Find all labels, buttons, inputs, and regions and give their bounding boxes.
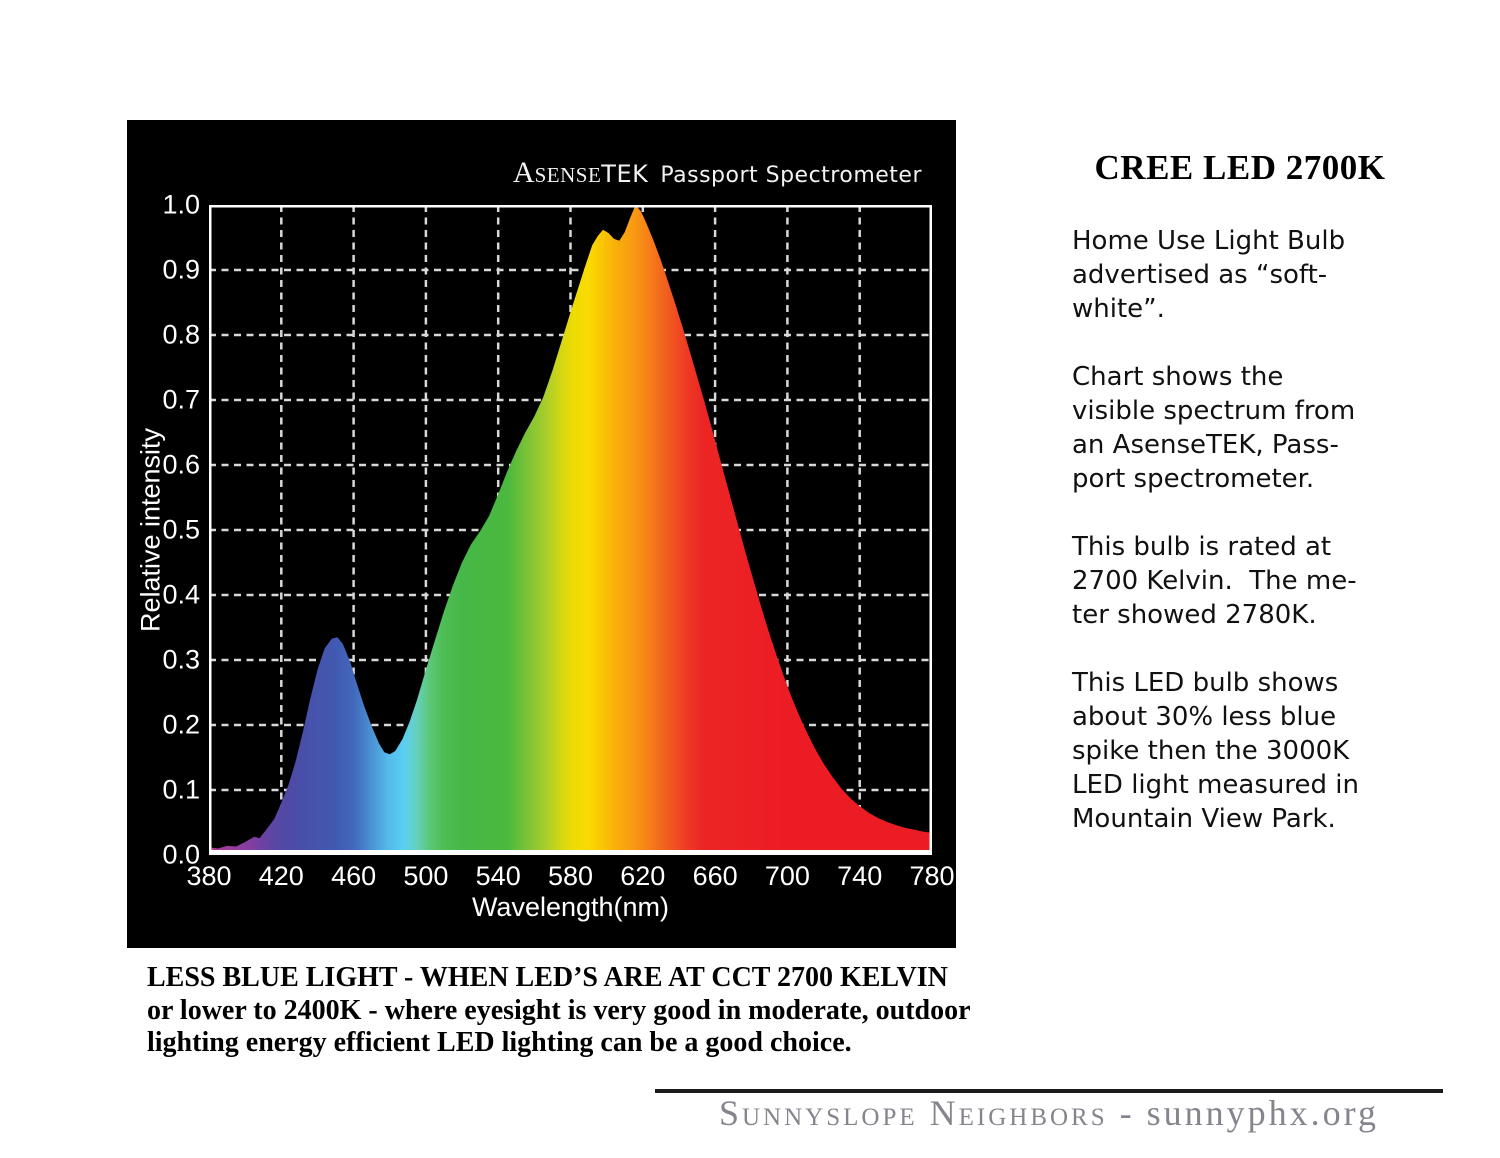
spectrum-area-chart <box>209 205 932 855</box>
chart-title: ASENSETEK Passport Spectrometer <box>513 156 922 190</box>
y-tick-1.0: 1.0 <box>162 189 200 220</box>
sidebar-paragraph-4: This LED bulb shows about 30% less blue … <box>1072 668 1359 834</box>
sidebar-paragraph-1: Home Use Light Bulb advertised as “soft-… <box>1072 226 1346 324</box>
y-tick-0.5: 0.5 <box>162 514 200 545</box>
brand-initial: A <box>512 156 535 189</box>
brand-smallcaps: SENSE <box>534 163 602 187</box>
y-axis-ticks: 1.0 0.9 0.8 0.7 0.6 0.5 0.4 0.3 0.2 0.1 0.0 <box>127 190 204 870</box>
y-tick-0.6: 0.6 <box>162 449 200 480</box>
footer-divider <box>655 1089 1443 1093</box>
x-tick-660: 660 <box>692 861 738 891</box>
spectrum-plot <box>209 205 932 855</box>
x-tick-740: 740 <box>837 861 883 891</box>
y-tick-0.9: 0.9 <box>162 254 200 285</box>
x-tick-580: 580 <box>547 861 594 891</box>
x-tick-500: 500 <box>403 861 449 891</box>
y-tick-0.1: 0.1 <box>162 774 200 805</box>
x-tick-780: 780 <box>909 861 955 891</box>
footer-site-url: sunnyphx.org <box>1146 1093 1379 1133</box>
spectrometer-chart-panel: ASENSETEK Passport Spectrometer Relative … <box>127 120 956 948</box>
sidebar-paragraph-3: This bulb is rated at 2700 Kelvin. The m… <box>1072 532 1357 630</box>
sidebar-heading: CREE LED 2700K <box>1094 148 1386 187</box>
footer-separator: - <box>1107 1093 1147 1133</box>
x-tick-380: 380 <box>186 861 232 891</box>
y-tick-0.0: 0.0 <box>162 839 200 870</box>
footer-org-name: Sunnyslope Neighbors <box>718 1093 1108 1133</box>
sidebar-paragraph-2: Chart shows the visible spectrum from an… <box>1072 362 1356 494</box>
y-tick-0.7: 0.7 <box>162 384 200 415</box>
x-axis-title: Wavelength(nm) <box>471 892 670 922</box>
x-tick-700: 700 <box>764 861 810 891</box>
y-tick-0.2: 0.2 <box>162 709 200 740</box>
brand-suffix: TEK <box>601 160 649 188</box>
description-column: CREE LED 2700K Home Use Light Bulb adver… <box>1072 148 1408 870</box>
x-axis-ticks: 380 420 460 500 540 580 620 660 700 740 780 <box>186 861 954 891</box>
caption: LESS BLUE LIGHT - WHEN LED’S ARE AT CCT … <box>147 962 971 1058</box>
x-tick-540: 540 <box>475 861 521 891</box>
x-tick-620: 620 <box>620 861 666 891</box>
y-tick-0.8: 0.8 <box>162 319 200 350</box>
chart-product-name: Passport Spectrometer <box>660 163 922 188</box>
x-tick-460: 460 <box>331 861 377 891</box>
footer: Sunnyslope Neighbors - sunnyphx.org <box>655 1092 1443 1134</box>
y-tick-0.3: 0.3 <box>162 644 200 675</box>
x-tick-420: 420 <box>258 861 304 891</box>
y-tick-0.4: 0.4 <box>162 579 200 610</box>
